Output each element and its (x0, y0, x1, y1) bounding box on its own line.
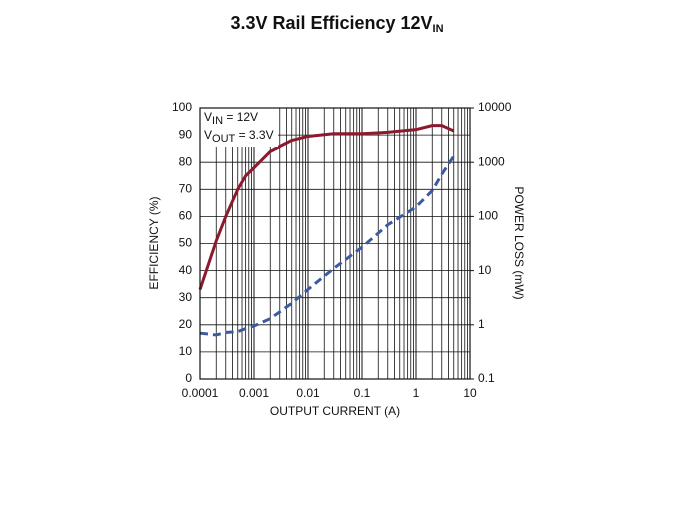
y-axis-label: EFFICIENCY (%) (147, 196, 161, 289)
plot-frame (199, 107, 471, 380)
y-tick-label: 80 (179, 154, 193, 168)
annotation-text: V (204, 110, 212, 124)
y2-tick-label: 10 (478, 263, 492, 277)
chart-title: 3.3V Rail Efficiency 12VIN (230, 13, 443, 35)
y-tick-label: 30 (179, 290, 193, 304)
y2-tick-label: 10000 (478, 100, 512, 114)
y-tick-label: 70 (179, 181, 193, 195)
x-tick-label: 1 (413, 386, 420, 400)
x-tick-label: 0.0001 (182, 386, 219, 400)
annotation-suffix: = 12V (223, 110, 258, 124)
y-tick-label: 20 (179, 317, 193, 331)
title-subscript: IN (433, 23, 444, 35)
y-tick-label: 10 (179, 344, 193, 358)
annotation: VOUT = 3.3V (204, 128, 274, 145)
annotation: VIN = 12V (204, 110, 258, 127)
y2-tick-label: 1 (478, 317, 485, 331)
y-tick-label: 50 (179, 236, 193, 250)
annotation-subscript: OUT (212, 133, 236, 145)
y-tick-label: 0 (185, 371, 192, 385)
marks (198, 124, 455, 337)
grid (199, 107, 471, 380)
y-tick-label: 40 (179, 263, 193, 277)
y2-tick-label: 100 (478, 209, 498, 223)
x-tick-label: 10 (463, 386, 477, 400)
y2-tick-label: 1000 (478, 154, 505, 168)
y-tick-label: 90 (179, 127, 193, 141)
annotation-box (200, 108, 278, 147)
y-tick-label: 100 (172, 100, 192, 114)
annotation-text: V (204, 128, 212, 142)
y-tick-label: 60 (179, 209, 193, 223)
x-tick-label: 0.001 (239, 386, 269, 400)
annotation-suffix: = 3.3V (235, 128, 273, 142)
series-line (199, 155, 455, 337)
title-text: 3.3V Rail Efficiency 12V (230, 13, 432, 33)
y2-axis-label: POWER LOSS (mW) (512, 186, 526, 299)
x-tick-label: 0.1 (354, 386, 371, 400)
series-line (198, 124, 455, 291)
annotation-subscript: IN (212, 115, 223, 127)
x-axis-label: OUTPUT CURRENT (A) (270, 404, 400, 418)
x-tick-label: 0.01 (296, 386, 320, 400)
y2-tick-label: 0.1 (478, 371, 495, 385)
